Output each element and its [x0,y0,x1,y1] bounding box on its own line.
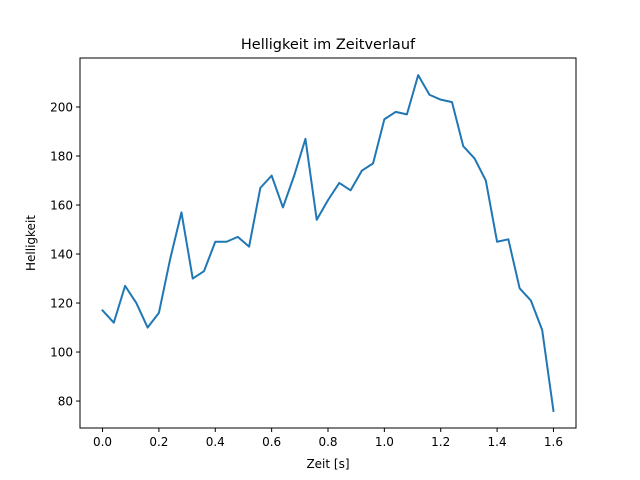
data-point [293,175,295,177]
data-point [259,187,261,189]
data-point [102,309,104,311]
y-tick-label: 140 [50,248,73,262]
y-axis-label: Helligkeit [24,215,38,271]
data-point [541,329,543,331]
data-point [180,211,182,213]
data-point [192,278,194,280]
data-point [372,162,374,164]
plot-frame [79,57,577,429]
data-point [248,246,250,248]
data-point [417,74,419,76]
x-axis-label: Zeit [s] [306,457,349,471]
x-tick-label: 0.2 [149,435,168,449]
data-point [440,99,442,101]
data-point [507,238,509,240]
data-point [485,180,487,182]
data-point [282,206,284,208]
y-tick-label: 100 [50,346,73,360]
data-point [135,302,137,304]
data-point [158,312,160,314]
x-tick-label: 0.6 [262,435,281,449]
data-point [327,199,329,201]
x-tick-label: 1.2 [431,435,450,449]
y-tick-label: 200 [50,101,73,115]
data-point [214,241,216,243]
data-point [395,111,397,113]
data-point [530,300,532,302]
data-point [271,175,273,177]
y-tick-label: 180 [50,150,73,164]
data-point [428,94,430,96]
data-point [474,157,476,159]
data-point [519,287,521,289]
data-point [237,236,239,238]
data-point [304,138,306,140]
data-point [203,270,205,272]
x-tick-label: 0.0 [93,435,112,449]
data-point [147,327,149,329]
data-point [383,118,385,120]
y-tick-label: 80 [58,395,73,409]
data-point [338,182,340,184]
data-point [316,219,318,221]
data-point [451,101,453,103]
chart-title: Helligkeit im Zeitverlauf [241,37,416,53]
data-point [350,189,352,191]
x-tick-label: 0.4 [206,435,225,449]
series-line-0 [101,74,555,412]
data-point [113,322,115,324]
y-tick-label: 120 [50,297,73,311]
x-tick-label: 1.0 [375,435,394,449]
data-point [361,170,363,172]
data-point [496,241,498,243]
data-point [169,258,171,260]
y-axis-ticks: 80 100 120 140 160 180 200 [50,101,80,409]
x-tick-label: 0.8 [318,435,337,449]
y-tick-label: 160 [50,199,73,213]
x-axis-ticks: 0.0 0.2 0.4 0.6 0.8 1.0 1.2 1.4 1.6 [93,428,563,449]
x-tick-label: 1.4 [488,435,507,449]
x-tick-label: 1.6 [544,435,563,449]
data-point [406,113,408,115]
data-point [124,285,126,287]
data-point [226,241,228,243]
data-point [552,410,554,412]
data-point [462,145,464,147]
series-layer [101,74,555,412]
